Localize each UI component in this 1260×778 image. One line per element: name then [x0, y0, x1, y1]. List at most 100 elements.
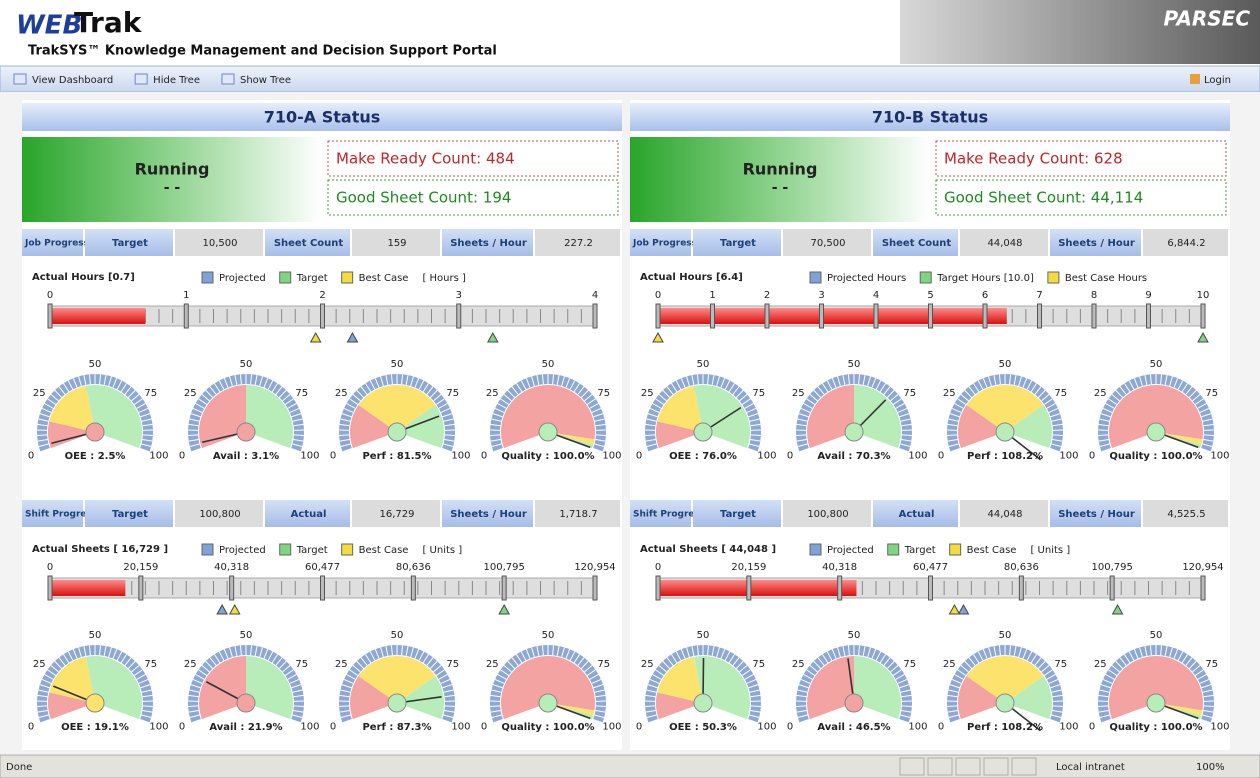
- legend-unit: [ Units ]: [422, 545, 462, 556]
- gauge-ring-divider: [1098, 435, 1108, 436]
- row-value: 159: [387, 238, 406, 249]
- bar-tick-label: 1: [183, 290, 189, 301]
- gauge-ring-divider: [596, 435, 606, 436]
- gauge-label: Quality : 100.0%: [1109, 722, 1202, 733]
- gauge-tick-label: 100: [1059, 450, 1078, 461]
- gauge-tick-label: 75: [1054, 388, 1067, 399]
- legend-label: Target: [296, 545, 328, 556]
- state: Running: [743, 160, 818, 179]
- gauge-tick-label: 100: [1210, 721, 1229, 732]
- bar-tick-label: 4: [592, 290, 598, 301]
- bar-tick-label: 0: [655, 562, 661, 573]
- row-value: 70,500: [811, 238, 846, 249]
- panel-title: 710-A Status: [264, 108, 381, 127]
- gauge-label: Avail : 3.1%: [213, 451, 279, 462]
- gauge-ring-divider: [37, 706, 47, 707]
- gauge-tick-label: 50: [391, 359, 404, 370]
- gauge-tick-label: 50: [542, 630, 555, 641]
- toolbar-button[interactable]: View Dashboard: [32, 75, 113, 86]
- gauge-tick-label: 50: [240, 359, 253, 370]
- gauge-tick-label: 0: [636, 450, 642, 461]
- bar-major-tick: [874, 304, 878, 328]
- gauge-hub: [237, 423, 255, 441]
- status-text: Done: [6, 762, 32, 773]
- row-label: Sheets / Hour: [450, 238, 527, 249]
- gauge-tick-label: 50: [697, 630, 710, 641]
- bar-major-tick: [983, 304, 987, 328]
- gauge-hub: [539, 694, 557, 712]
- bar-tick-label: 120,954: [574, 562, 615, 573]
- gauge-tick-label: 0: [28, 450, 34, 461]
- gauge-tick-label: 75: [144, 388, 157, 399]
- legend-swatch: [342, 272, 353, 283]
- gauge-ring-divider: [1204, 435, 1214, 436]
- legend-swatch: [1048, 272, 1059, 283]
- bar-tick-label: 4: [873, 290, 879, 301]
- gauge-tick-label: 75: [144, 659, 157, 670]
- gauge-ring-divider: [645, 706, 655, 707]
- bar-fill: [50, 308, 145, 324]
- row-label: Sheets / Hour: [450, 509, 527, 520]
- gauge-tick-label: 50: [697, 359, 710, 370]
- gauge-ring-divider: [751, 706, 761, 707]
- bar-major-tick: [1110, 576, 1114, 600]
- zoom-text[interactable]: 100%: [1196, 762, 1225, 773]
- gauge-ring-divider: [796, 435, 806, 436]
- bar-tick-label: 2: [764, 290, 770, 301]
- gauge-ring-divider: [339, 706, 349, 707]
- gauge-tick-label: 100: [451, 450, 470, 461]
- bar-major-tick: [593, 576, 597, 600]
- bar-major-tick: [1092, 304, 1096, 328]
- toolbar-button[interactable]: Hide Tree: [153, 75, 200, 86]
- gauge-ring-divider: [188, 706, 198, 707]
- gauge-tick-label: 0: [330, 721, 336, 732]
- gauge-tick-label: 75: [1205, 388, 1218, 399]
- gauge-tick-label: 0: [636, 721, 642, 732]
- bar-tick-label: 20,159: [123, 562, 158, 573]
- bar-tick-label: 1: [709, 290, 715, 301]
- bar-major-tick: [1019, 576, 1023, 600]
- toolbar-button[interactable]: Show Tree: [240, 75, 291, 86]
- gauge-tick-label: 50: [240, 630, 253, 641]
- gauge-tick-label: 0: [1089, 721, 1095, 732]
- gauge-tick-label: 50: [89, 630, 102, 641]
- row-label: Target: [112, 238, 148, 249]
- gauge-label: Avail : 46.5%: [817, 722, 890, 733]
- gauge-ring-divider: [143, 435, 153, 436]
- gauge-tick-label: 100: [757, 721, 776, 732]
- bar-tick-label: 40,318: [214, 562, 249, 573]
- gauge-hub: [388, 423, 406, 441]
- gauge-ring-divider: [143, 706, 153, 707]
- bar-tick-label: 3: [818, 290, 824, 301]
- gauge-tick-label: 50: [848, 359, 861, 370]
- good-sheet-count: Good Sheet Count: 194: [336, 189, 511, 207]
- gauge-tick-label: 0: [179, 721, 185, 732]
- bar-tick-label: 9: [1145, 290, 1151, 301]
- gauge-hub: [86, 694, 104, 712]
- gauge-hub: [86, 423, 104, 441]
- gauge-label: Avail : 21.9%: [209, 722, 282, 733]
- gauge-label: Quality : 100.0%: [501, 722, 594, 733]
- gauge-ring-divider: [445, 435, 455, 436]
- bar-tick-label: 0: [47, 562, 53, 573]
- bar-major-tick: [48, 576, 52, 600]
- gauge-hub: [237, 694, 255, 712]
- bar-tick-label: 80,636: [1004, 562, 1039, 573]
- bar-tick-label: 0: [655, 290, 661, 301]
- gauge-tick-label: 100: [602, 450, 621, 461]
- gauge-tick-label: 50: [391, 630, 404, 641]
- bar-major-tick: [929, 304, 933, 328]
- row-label: Job Progress: [24, 239, 89, 249]
- legend-swatch: [810, 272, 821, 283]
- gauge-tick-label: 75: [597, 659, 610, 670]
- gauge-tick-label: 75: [1054, 659, 1067, 670]
- gauge-tick-label: 25: [335, 388, 348, 399]
- row-value: 10,500: [203, 238, 238, 249]
- toolbar-icon: [135, 74, 147, 84]
- bar-major-tick: [321, 304, 325, 328]
- login-button[interactable]: Login: [1204, 75, 1231, 86]
- legend-swatch: [342, 544, 353, 555]
- gauge-tick-label: 25: [943, 388, 956, 399]
- legend-swatch: [280, 544, 291, 555]
- gauge-tick-label: 0: [1089, 450, 1095, 461]
